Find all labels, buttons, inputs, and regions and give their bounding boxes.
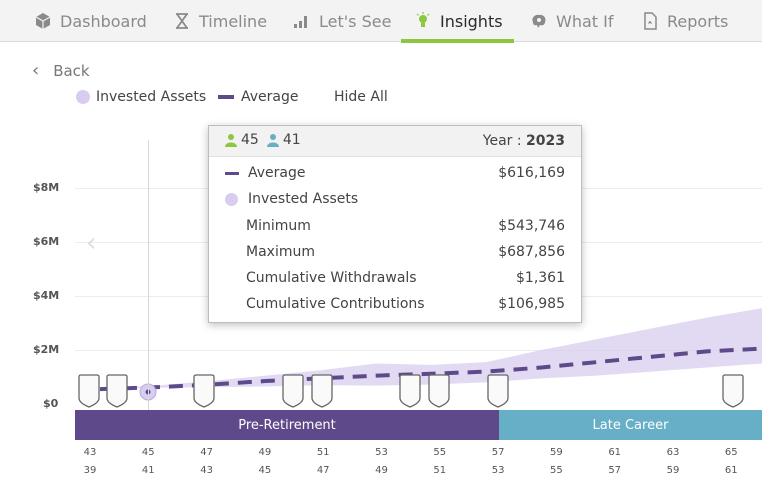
invested-assets-band	[100, 308, 762, 390]
tab-timeline[interactable]: Timeline	[173, 0, 267, 42]
year-label: Year :	[482, 133, 527, 149]
age-label-secondary: 47	[316, 465, 330, 476]
milestone-marker[interactable]	[722, 374, 744, 408]
tab-reports[interactable]: Reports	[641, 0, 728, 42]
pdf-icon	[644, 12, 657, 30]
milestone-marker[interactable]	[311, 374, 333, 408]
milestone-marker[interactable]	[78, 374, 100, 408]
milestone-marker[interactable]	[428, 374, 450, 408]
age-label-secondary: 57	[608, 465, 622, 476]
y-tick-label: $6M	[33, 235, 60, 248]
age-label-secondary: 49	[375, 465, 388, 476]
age-label-primary: 61	[608, 447, 622, 458]
back-button[interactable]: ‹ Back	[32, 60, 90, 81]
hover-crosshair	[148, 140, 149, 410]
y-tick-label: $0	[43, 397, 59, 410]
lightbulb-icon	[416, 12, 430, 27]
age-label-primary: 47	[200, 447, 213, 458]
person2-age: 41	[282, 132, 301, 148]
average-swatch	[225, 171, 239, 175]
age-label-primary: 55	[433, 447, 447, 458]
phase-late-career: Late Career	[499, 410, 762, 440]
average-line	[99, 346, 762, 392]
person1-age: 45	[241, 132, 259, 148]
tooltip-row-contributions: Cumulative Contributions $106,985	[246, 296, 565, 312]
age-label-primary: 63	[666, 447, 680, 458]
milestone-marker[interactable]	[282, 374, 304, 408]
brain-icon	[532, 14, 546, 28]
chart-tooltip: 45 41 Year : 2023 Average $616,169 Inves…	[208, 125, 582, 323]
tooltip-row-invested-assets: Invested Assets	[225, 189, 565, 209]
tooltip-row-minimum: Minimum $543,746	[246, 218, 565, 234]
age-label-secondary: 45	[258, 465, 272, 476]
cube-icon	[35, 13, 51, 29]
tooltip-row-average: Average $616,169	[225, 163, 565, 183]
age-label-primary: 45	[141, 447, 155, 458]
phase-pre-retirement: Pre-Retirement	[75, 410, 499, 440]
milestone-marker[interactable]	[193, 374, 215, 408]
age-label-secondary: 53	[491, 465, 505, 476]
age-label-secondary: 41	[141, 465, 155, 476]
bar-chart-icon	[294, 16, 307, 28]
age-label-secondary: 39	[83, 465, 97, 476]
y-tick-label: $2M	[33, 343, 60, 356]
y-tick-label: $4M	[33, 289, 60, 302]
age-label-primary: 65	[724, 447, 738, 458]
milestone-marker[interactable]	[106, 374, 128, 408]
active-tab-indicator	[401, 39, 514, 43]
age-label-secondary: 59	[666, 465, 680, 476]
tab-dashboard[interactable]: Dashboard	[34, 0, 147, 42]
invested-assets-swatch	[76, 90, 90, 104]
legend-average[interactable]: Average	[218, 89, 299, 105]
age-label-secondary: 43	[200, 465, 213, 476]
age-label-primary: 53	[375, 447, 388, 458]
milestone-marker[interactable]	[399, 374, 421, 408]
milestone-marker[interactable]	[487, 374, 509, 408]
tooltip-row-maximum: Maximum $687,856	[246, 244, 565, 260]
age-label-primary: 57	[491, 447, 505, 458]
person-icon	[266, 134, 279, 147]
average-swatch	[218, 95, 234, 99]
person-icon	[225, 134, 237, 147]
invested-assets-swatch	[225, 192, 238, 206]
tooltip-header: 45 41 Year : 2023	[209, 126, 581, 157]
age-label-primary: 49	[258, 447, 272, 458]
tooltip-row-withdrawals: Cumulative Withdrawals $1,361	[246, 270, 565, 286]
age-label-secondary: 55	[550, 465, 563, 476]
chevron-left-icon[interactable]: ‹	[86, 228, 97, 258]
age-label-primary: 51	[316, 447, 330, 458]
chevron-left-icon: ‹	[32, 60, 40, 81]
age-label-secondary: 61	[724, 465, 738, 476]
y-tick-label: $8M	[33, 181, 60, 194]
age-label-primary: 59	[550, 447, 563, 458]
age-label-primary: 43	[83, 447, 97, 458]
hourglass-icon	[176, 13, 188, 29]
tab-lets-see[interactable]: Let's See	[293, 0, 391, 42]
legend-invested-assets[interactable]: Invested Assets	[76, 89, 206, 105]
gridline	[75, 350, 762, 351]
tab-insights[interactable]: Insights	[414, 0, 503, 42]
year-value: 2023	[526, 133, 565, 149]
hide-all-button[interactable]: Hide All	[334, 89, 388, 105]
age-label-secondary: 51	[433, 465, 447, 476]
top-nav: Dashboard Timeline Let's See Insights Wh…	[0, 0, 762, 43]
tab-what-if[interactable]: What If	[530, 0, 613, 42]
